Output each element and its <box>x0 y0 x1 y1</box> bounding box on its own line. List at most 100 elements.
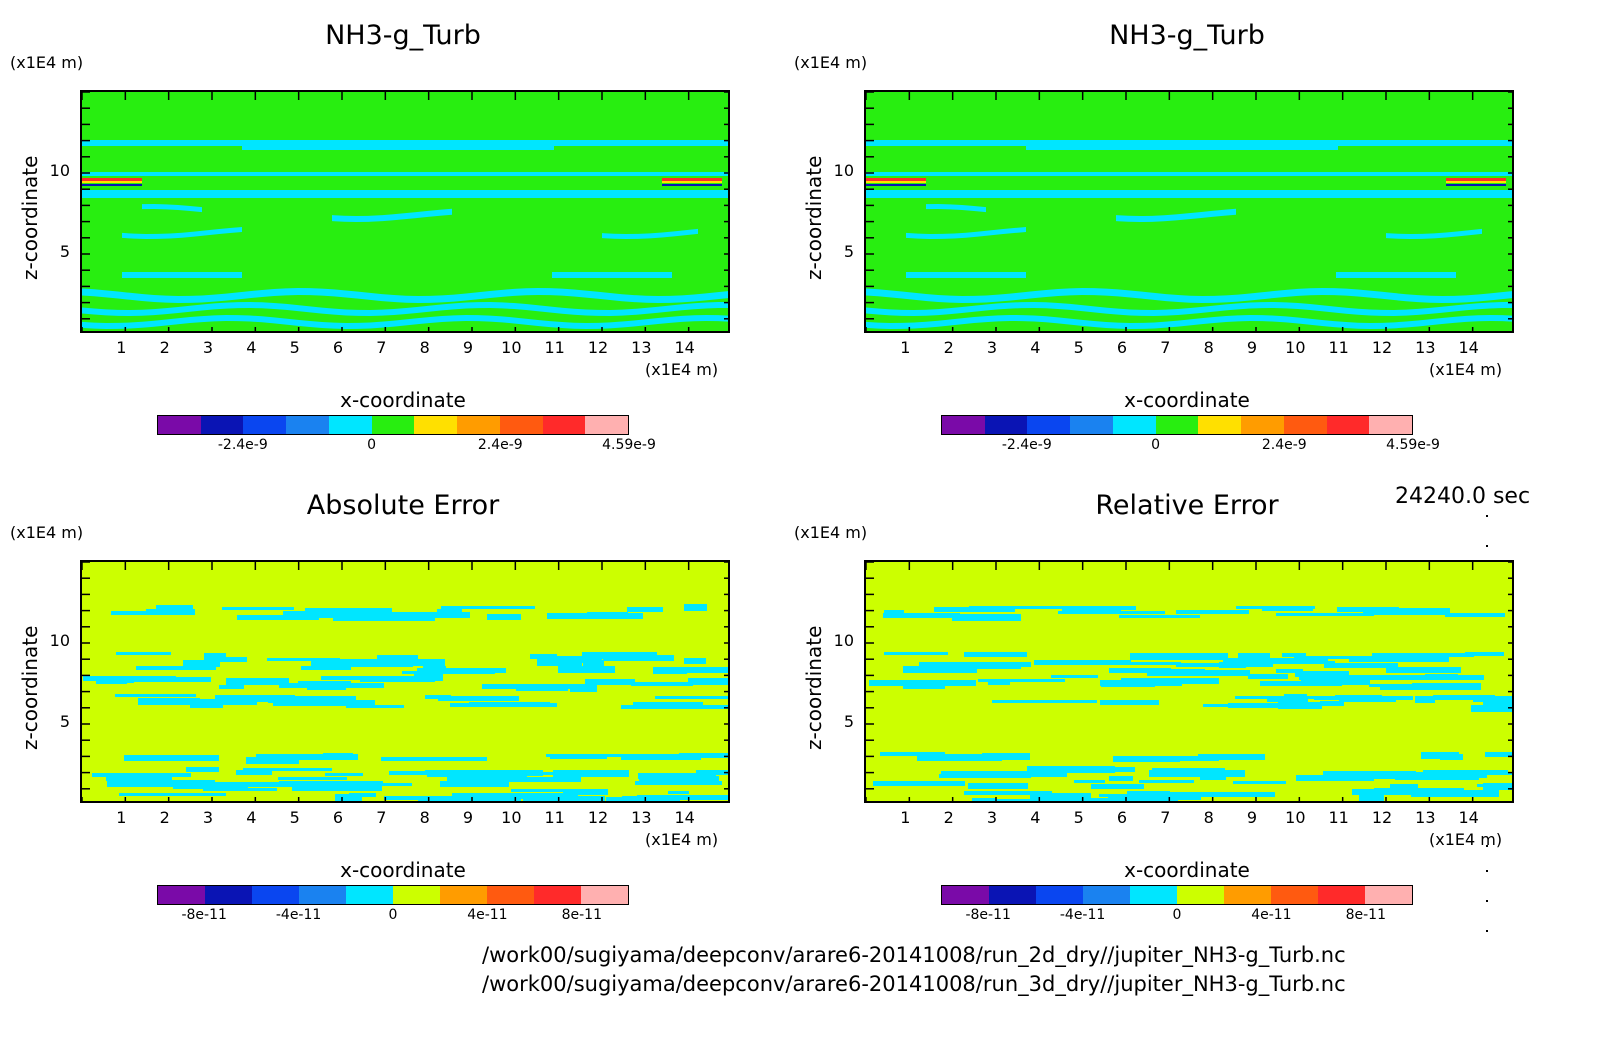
panel-4-patch-69 <box>1415 696 1435 703</box>
panel-2-colorbar-swatch-3 <box>1070 416 1113 434</box>
panel-3-colorbar-swatch-4 <box>346 886 393 904</box>
panel-4-colorbar-swatch-8 <box>1318 886 1365 904</box>
panel-3-patch-35 <box>396 659 445 666</box>
panel-2-band-8 <box>906 272 1026 278</box>
panel-4-patch-114 <box>873 781 965 786</box>
panel-3-patch-61 <box>219 685 244 689</box>
panel-3-patch-67 <box>182 699 257 705</box>
panel-2-streak-blue <box>866 184 926 186</box>
panel-3-patch-108 <box>107 780 215 787</box>
panel-1-streak-blue-r <box>662 184 722 186</box>
panel-1-band-11 <box>82 302 728 316</box>
panel-2-streak-yellow-r <box>1446 181 1506 183</box>
panel-3-patch-8 <box>222 607 294 610</box>
panel-2-band-12 <box>866 315 1512 329</box>
panel-4-patch-115 <box>1233 781 1286 784</box>
panel-2-band-1 <box>866 140 1512 146</box>
panel-4-patch-102 <box>1109 776 1133 781</box>
panel-4-patch-130 <box>1359 794 1384 801</box>
panel-1-xtick-label: 7 <box>376 338 387 357</box>
panel-4-patch-52 <box>1051 675 1098 678</box>
panel-3-xtick-label: 8 <box>419 808 430 827</box>
panel-3-patch-109 <box>376 783 412 786</box>
panel-4-patch-60 <box>903 682 945 689</box>
margin-dot-1 <box>1486 545 1488 547</box>
panel-3-title: Absolute Error <box>306 490 500 521</box>
panel-2-band-4 <box>926 204 986 213</box>
panel-3-patch-43 <box>402 671 495 674</box>
panel-3-patch-103 <box>92 773 191 777</box>
panel-3-patch-105 <box>325 773 363 776</box>
panel-3-patch-32 <box>537 659 582 666</box>
panel-2-plot-area <box>864 90 1514 333</box>
panel-4-patch-110 <box>1074 780 1105 783</box>
panel-4-y-unit: (x1E4 m) <box>794 523 868 542</box>
panel-2-band-2 <box>866 190 1512 198</box>
panel-4-patch-68 <box>1473 696 1512 702</box>
panel-4-patch-39 <box>1386 667 1461 673</box>
panel-2-xtick-label: 10 <box>1285 338 1306 357</box>
panel-1-xtick-label: 13 <box>631 338 652 357</box>
panel-3-xtick-label: 13 <box>631 808 652 827</box>
panel-2-colorbar-swatch-4 <box>1112 416 1156 434</box>
panel-4-patch-58 <box>1101 681 1155 687</box>
panel-4-colorbar-tick: 0 <box>1172 907 1182 923</box>
panel-4-patch-61 <box>988 680 1010 685</box>
panel-1-band-8 <box>122 272 242 278</box>
panel-1-band-3 <box>82 172 728 176</box>
panel-3-patch-84 <box>381 757 487 761</box>
panel-1-band-13 <box>242 146 554 150</box>
panel-3-colorbar-tick: 4e-11 <box>467 907 508 923</box>
panel-4-patch-25 <box>1238 653 1270 660</box>
panel-4-patch-79 <box>1483 702 1512 707</box>
panel-3-patch-83 <box>246 757 299 764</box>
panel-3-xlabel: x-coordinate <box>340 858 466 882</box>
panel-3-colorbar-tick: -4e-11 <box>275 907 322 923</box>
panel-3-patch-22 <box>603 657 649 661</box>
panel-3-patch-59 <box>298 681 351 684</box>
panel-3-patch-14 <box>283 611 383 618</box>
panel-3-xtick-label: 10 <box>501 808 522 827</box>
panel-3-patch-58 <box>307 685 346 690</box>
panel-3-patch-116 <box>299 782 372 787</box>
panel-3-patch-63 <box>138 698 200 705</box>
panel-4-xlabel: x-coordinate <box>1124 858 1250 882</box>
panel-4-xtick-label: 8 <box>1203 808 1214 827</box>
panel-3-patch-82 <box>546 754 624 757</box>
panel-3-patch-33 <box>319 660 413 667</box>
panel-4-xtick-label: 14 <box>1458 808 1479 827</box>
panel-4-x-unit: (x1E4 m) <box>1429 830 1503 849</box>
panel-3-colorbar-swatch-8 <box>534 886 581 904</box>
panel-3-patch-88 <box>256 754 358 760</box>
panel-1-xtick-label: 4 <box>246 338 257 357</box>
panel-1-ylabel: z-coordinate <box>18 155 42 280</box>
panel-3-patch-97 <box>475 770 543 776</box>
panel-1-title: NH3-g_Turb <box>325 20 481 51</box>
panel-3-xtick-label: 14 <box>674 808 695 827</box>
panel-1-ytick-label: 5 <box>59 242 70 261</box>
panel-2-band-3 <box>866 172 1512 176</box>
panel-4-patch-101 <box>1435 772 1512 775</box>
panel-3-xtick-label: 2 <box>159 808 170 827</box>
panel-3-patch-78 <box>633 702 703 708</box>
panel-4-patch-16 <box>1094 610 1121 613</box>
panel-1-colorbar-swatch-3 <box>286 416 329 434</box>
panel-4-patch-24 <box>1130 653 1228 660</box>
panel-4-patch-84 <box>982 753 1030 760</box>
panel-3-patch-124 <box>511 789 567 792</box>
time-label: 24240.0 sec <box>1395 484 1531 509</box>
panel-4-patch-11 <box>1119 615 1200 618</box>
panel-3-patch-42 <box>423 666 446 672</box>
panel-3-patch-57 <box>482 684 591 689</box>
panel-2-colorbar-swatch-0 <box>942 416 985 434</box>
panel-2-band-7 <box>1386 228 1482 239</box>
panel-4-ytick-label: 10 <box>833 631 854 650</box>
panel-3-patch-101 <box>638 773 716 779</box>
panel-2-colorbar-swatch-7 <box>1241 416 1284 434</box>
panel-1-streak-red <box>82 178 142 181</box>
panel-1-x-unit: (x1E4 m) <box>645 360 719 379</box>
panel-4-patch-44 <box>920 666 968 672</box>
panel-1-xtick-label: 1 <box>116 338 127 357</box>
panel-2-colorbar-swatch-2 <box>1027 416 1071 434</box>
panel-3-patch-125 <box>563 791 598 795</box>
